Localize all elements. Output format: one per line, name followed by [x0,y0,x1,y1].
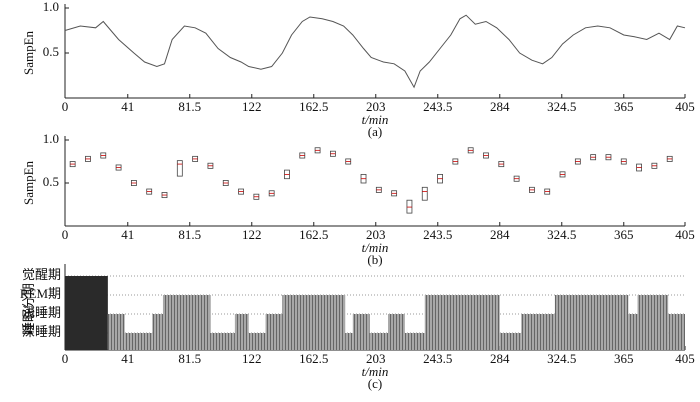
x-tick-label: 203 [366,227,386,242]
x-tick-label: 284 [490,99,510,114]
y-axis-label: SampEn [21,30,36,75]
stage-bar [628,314,638,350]
caption: (b) [367,252,382,267]
x-tick-label: 284 [490,227,510,242]
stage-bar [65,276,108,350]
stage-bar [345,333,353,350]
stage-bar [352,314,370,350]
x-tick-label: 0 [62,227,69,242]
x-tick-label: 0 [62,351,69,366]
caption: (a) [368,124,382,139]
x-tick-label: 324.5 [547,227,576,242]
x-tick-label: 122 [242,351,262,366]
stage-bar [234,314,249,350]
stage-bar [210,333,235,350]
stage-bar [668,314,685,350]
stage-bar [369,333,389,350]
box [421,186,428,201]
box [406,199,413,214]
y-axis-label: SampEn [21,160,36,205]
x-tick-label: 405 [675,227,695,242]
stage-bar [162,295,211,350]
stage-bar [124,333,153,350]
x-tick-label: 162.5 [299,99,328,114]
x-tick-label: 81.5 [178,99,201,114]
stage-bar [265,314,283,350]
x-tick-label: 81.5 [178,227,201,242]
x-tick-label: 243.5 [423,99,452,114]
stage-bar [388,314,405,350]
x-tick-label: 122 [242,227,262,242]
box [176,160,183,177]
stage-bar [248,333,266,350]
x-tick-label: 122 [242,99,262,114]
stage-bar [404,333,425,350]
x-axis-label: t/min [362,240,389,255]
x-tick-label: 203 [366,99,386,114]
stage-bar [499,333,522,350]
x-tick-label: 0 [62,99,69,114]
x-tick-label: 41 [121,227,134,242]
y-tick-label: 0.5 [43,44,59,59]
stage-bar [521,314,555,350]
x-axis-label: t/min [362,364,389,379]
y-tick-label: 1.0 [43,131,59,146]
y-axis-label: 睡眠分期 [21,283,36,335]
x-tick-label: 324.5 [547,99,576,114]
x-tick-label: 324.5 [547,351,576,366]
y-category-label: 浅睡期 [22,305,61,320]
x-tick-label: 81.5 [178,351,201,366]
stage-bar [424,295,500,350]
stage-bar [107,314,125,350]
x-tick-label: 284 [490,351,510,366]
x-tick-label: 405 [675,351,695,366]
x-tick-label: 162.5 [299,227,328,242]
x-tick-label: 405 [675,99,695,114]
sampen-line [64,14,686,89]
y-tick-label: 0.5 [43,174,59,189]
x-axis-label: t/min [362,112,389,127]
y-category-label: 深睡期 [22,324,61,339]
x-tick-label: 162.5 [299,351,328,366]
x-tick-label: 243.5 [423,227,452,242]
stage-bar [637,295,669,350]
x-tick-label: 365 [614,227,634,242]
x-tick-label: 365 [614,99,634,114]
x-tick-label: 243.5 [423,351,452,366]
caption: (c) [368,376,382,391]
x-tick-label: 41 [121,99,134,114]
y-category-label: REM期 [20,286,61,301]
stage-bar [282,295,346,350]
x-tick-label: 203 [366,351,386,366]
x-tick-label: 41 [121,351,134,366]
y-tick-label: 1.0 [43,0,59,14]
stage-bar [152,314,163,350]
y-category-label: 觉醒期 [22,267,61,282]
x-tick-label: 365 [614,351,634,366]
stage-bar [554,295,629,350]
